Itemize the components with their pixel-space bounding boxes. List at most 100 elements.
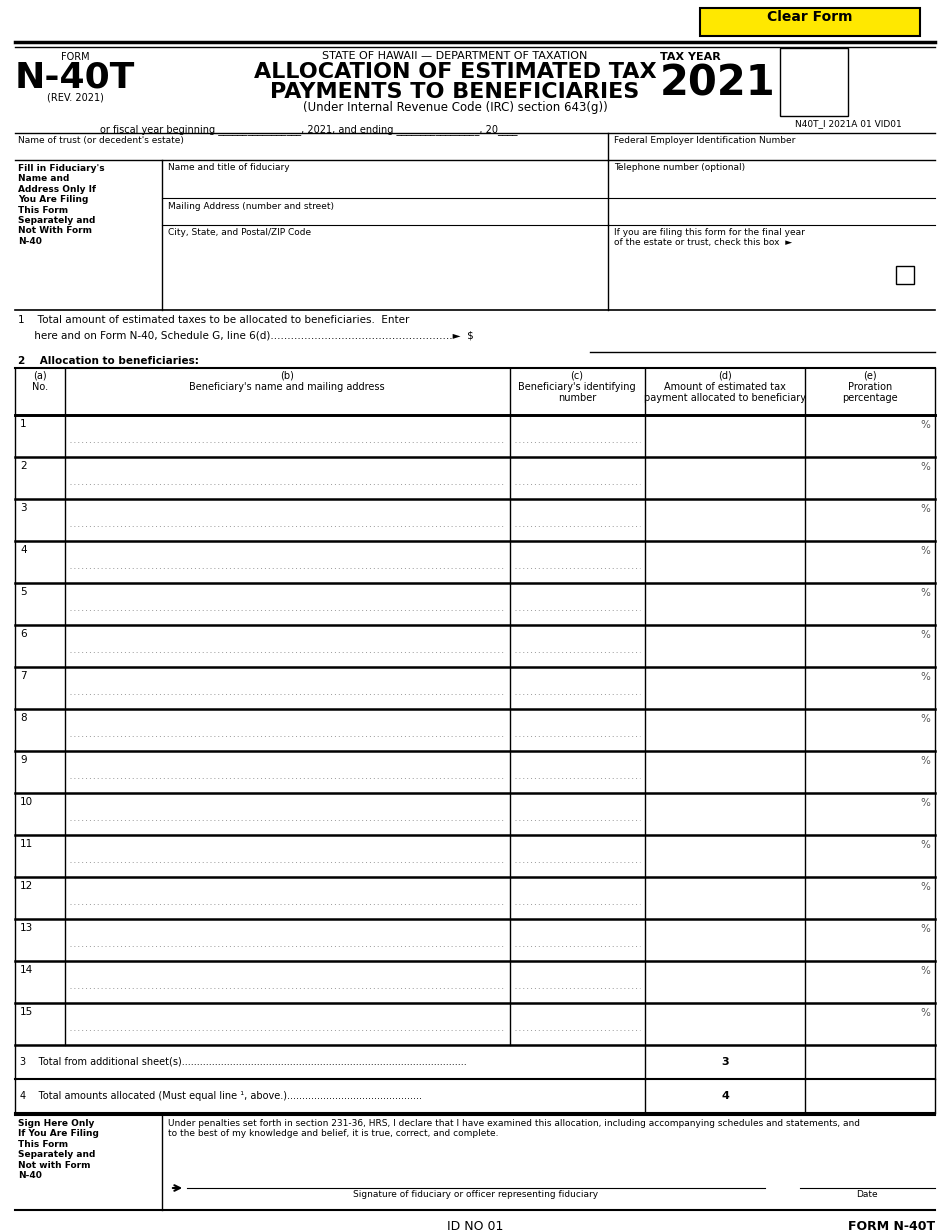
- Text: 8: 8: [20, 713, 27, 723]
- Text: 10: 10: [20, 797, 33, 807]
- Text: 14: 14: [20, 966, 33, 975]
- Text: (Under Internal Revenue Code (IRC) section 643(g)): (Under Internal Revenue Code (IRC) secti…: [303, 101, 607, 114]
- Bar: [780, 68, 784, 73]
- Bar: [844, 89, 848, 92]
- Bar: [840, 73, 844, 76]
- Text: 13: 13: [20, 922, 33, 934]
- Bar: [800, 89, 804, 92]
- Bar: [832, 64, 836, 68]
- Bar: [796, 64, 800, 68]
- Bar: [840, 105, 844, 108]
- Bar: [780, 48, 784, 52]
- Bar: [820, 73, 824, 76]
- Bar: [800, 105, 804, 108]
- Bar: [800, 73, 804, 76]
- Text: 3    Total from additional sheet(s).............................................: 3 Total from additional sheet(s)........…: [20, 1057, 466, 1066]
- Text: 11: 11: [20, 839, 33, 849]
- Text: 5: 5: [20, 587, 27, 597]
- Text: Name of trust (or decedent's estate): Name of trust (or decedent's estate): [18, 137, 184, 145]
- Text: %: %: [921, 546, 930, 556]
- Text: %: %: [921, 924, 930, 934]
- Bar: [824, 48, 828, 52]
- Bar: [812, 105, 816, 108]
- Text: N40T_I 2021A 01 VID01: N40T_I 2021A 01 VID01: [795, 119, 902, 128]
- Bar: [828, 89, 832, 92]
- Bar: [820, 80, 824, 84]
- Text: Under penalties set forth in section 231-36, HRS, I declare that I have examined: Under penalties set forth in section 231…: [168, 1119, 860, 1139]
- Bar: [804, 60, 808, 64]
- Bar: [784, 48, 788, 52]
- Bar: [816, 84, 820, 89]
- Bar: [828, 60, 832, 64]
- Bar: [828, 96, 832, 100]
- Text: 2    Allocation to beneficiaries:: 2 Allocation to beneficiaries:: [18, 355, 199, 367]
- Bar: [804, 80, 808, 84]
- Text: %: %: [921, 672, 930, 681]
- Text: 4: 4: [721, 1091, 729, 1101]
- Bar: [780, 96, 784, 100]
- Bar: [780, 105, 784, 108]
- Bar: [788, 48, 792, 52]
- Text: %: %: [921, 840, 930, 850]
- Text: 2: 2: [20, 461, 27, 471]
- Bar: [808, 80, 812, 84]
- Text: %: %: [921, 756, 930, 766]
- Bar: [844, 60, 848, 64]
- Bar: [800, 80, 804, 84]
- Bar: [804, 105, 808, 108]
- Text: 2021: 2021: [660, 62, 776, 105]
- Bar: [796, 60, 800, 64]
- Bar: [804, 92, 808, 96]
- Bar: [788, 96, 792, 100]
- Bar: [832, 80, 836, 84]
- Bar: [784, 84, 788, 89]
- Bar: [828, 80, 832, 84]
- Bar: [812, 112, 816, 116]
- Bar: [796, 57, 800, 60]
- Bar: [780, 89, 784, 92]
- Text: FORM N-40T: FORM N-40T: [847, 1220, 935, 1230]
- Bar: [820, 57, 824, 60]
- Bar: [896, 266, 914, 284]
- Bar: [780, 112, 784, 116]
- Bar: [840, 89, 844, 92]
- Bar: [844, 64, 848, 68]
- Text: 3: 3: [721, 1057, 729, 1066]
- Bar: [828, 105, 832, 108]
- Text: %: %: [921, 966, 930, 975]
- Bar: [796, 105, 800, 108]
- Bar: [828, 64, 832, 68]
- Bar: [820, 92, 824, 96]
- Text: (a)
No.: (a) No.: [32, 370, 48, 391]
- Bar: [816, 68, 820, 73]
- Bar: [844, 100, 848, 105]
- Text: %: %: [921, 504, 930, 514]
- Bar: [836, 57, 840, 60]
- Text: 4: 4: [20, 545, 27, 555]
- Bar: [820, 60, 824, 64]
- Bar: [804, 48, 808, 52]
- Bar: [800, 48, 804, 52]
- Bar: [780, 92, 784, 96]
- Bar: [792, 80, 796, 84]
- Bar: [844, 105, 848, 108]
- Bar: [780, 52, 784, 57]
- Bar: [836, 96, 840, 100]
- Bar: [820, 52, 824, 57]
- Bar: [780, 73, 784, 76]
- Bar: [828, 73, 832, 76]
- Bar: [812, 96, 816, 100]
- Bar: [812, 57, 816, 60]
- Bar: [836, 112, 840, 116]
- Text: STATE OF HAWAII — DEPARTMENT OF TAXATION: STATE OF HAWAII — DEPARTMENT OF TAXATION: [322, 50, 588, 62]
- Bar: [780, 64, 784, 68]
- Bar: [792, 57, 796, 60]
- Bar: [804, 52, 808, 57]
- Bar: [828, 48, 832, 52]
- Bar: [784, 89, 788, 92]
- Text: %: %: [921, 419, 930, 430]
- Bar: [844, 48, 848, 52]
- Text: Name and title of fiduciary: Name and title of fiduciary: [168, 164, 290, 172]
- Bar: [788, 89, 792, 92]
- Bar: [836, 60, 840, 64]
